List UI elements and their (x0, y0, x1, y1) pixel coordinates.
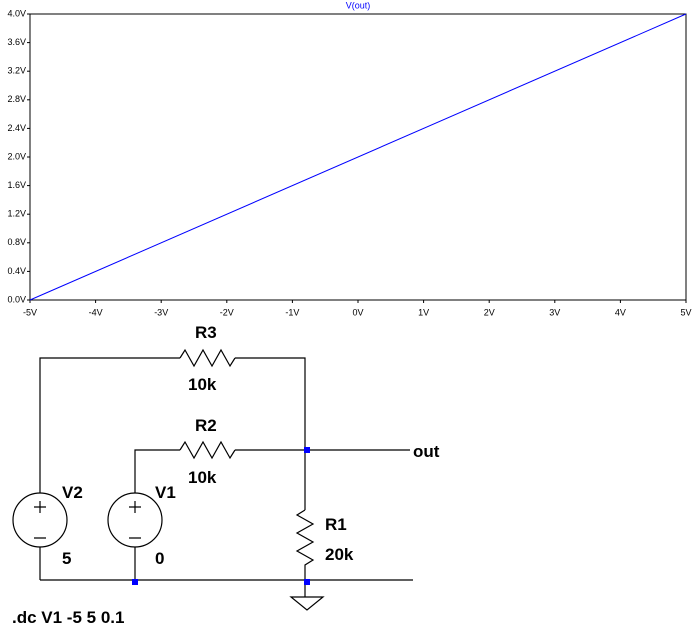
junction (304, 579, 310, 585)
x-tick-label: 0V (352, 307, 363, 317)
y-tick-label: 2.8V (7, 94, 26, 104)
component-value[interactable]: 0 (155, 549, 164, 568)
net-label[interactable]: out (413, 442, 440, 461)
y-tick-label: 1.6V (7, 180, 26, 190)
trace-label[interactable]: V(out) (346, 0, 371, 10)
x-tick-label: -4V (89, 307, 103, 317)
spice-directive[interactable]: .dc V1 -5 5 0.1 (12, 608, 124, 627)
schematic: R3 10k R2 10k V2 5 V1 0 R1 20k out .dc V… (12, 323, 440, 627)
wire (134, 449, 180, 493)
trace (29, 13, 687, 301)
resistor-r2[interactable] (179, 440, 236, 460)
x-tick-label: 4V (615, 307, 626, 317)
component-value[interactable]: 5 (62, 549, 71, 568)
y-tick-label: 3.6V (7, 37, 26, 47)
resistor-r1[interactable] (295, 509, 315, 597)
y-tick-label: 0.4V (7, 266, 26, 276)
y-tick-label: 0.8V (7, 237, 26, 247)
component-value[interactable]: 10k (188, 468, 217, 487)
component-value[interactable]: 10k (188, 375, 217, 394)
v2-symbol (34, 501, 46, 580)
x-tick-label: -2V (220, 307, 234, 317)
x-tick-label: -5V (23, 307, 37, 317)
resistor-r3[interactable] (179, 348, 236, 368)
ground (289, 596, 325, 611)
component-name[interactable]: V1 (155, 483, 176, 502)
component-name[interactable]: V2 (62, 483, 83, 502)
component-name[interactable]: R2 (195, 416, 217, 435)
x-tick-label: 3V (549, 307, 560, 317)
y-tick-label: 1.2V (7, 209, 26, 219)
component-name[interactable]: R1 (325, 515, 347, 534)
component-name[interactable]: R3 (195, 323, 217, 342)
x-tick-label: 2V (484, 307, 495, 317)
x-tick-label: 5V (680, 307, 691, 317)
x-tick-label: -3V (154, 307, 168, 317)
component-value[interactable]: 20k (325, 545, 354, 564)
x-tick-label: -1V (285, 307, 299, 317)
wire (235, 357, 306, 510)
y-tick-label: 4.0V (7, 8, 26, 18)
v1-symbol (129, 501, 141, 580)
y-tick-label: 2.0V (7, 151, 26, 161)
y-tick-label: 2.4V (7, 123, 26, 133)
y-tick-label: 3.2V (7, 66, 26, 76)
x-tick-label: 1V (418, 307, 429, 317)
junction (132, 579, 138, 585)
y-tick-label: 0.0V (7, 294, 26, 304)
junction (304, 447, 310, 453)
wire (39, 357, 180, 493)
